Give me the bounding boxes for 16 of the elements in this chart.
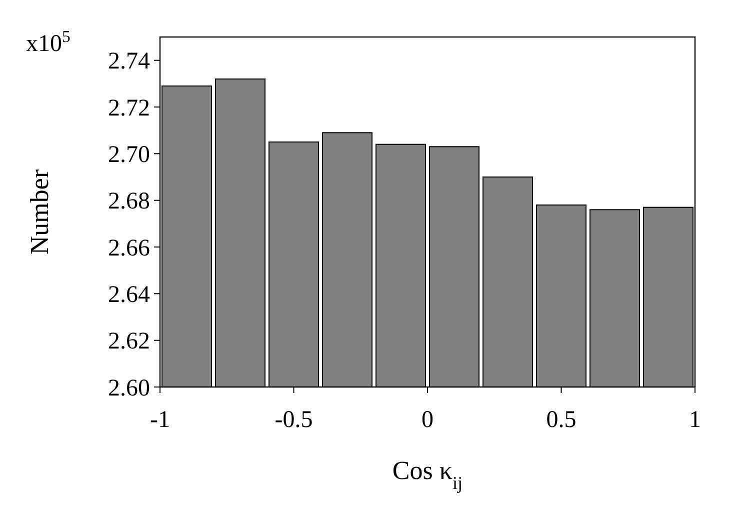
y-tick-label: 2.74 [108, 48, 150, 75]
y-tick-label: 2.64 [108, 282, 150, 308]
x-tick-label: 1 [689, 407, 701, 433]
x-tick-label: -1 [150, 407, 170, 433]
x-tick-label: -0.5 [274, 407, 313, 433]
x-axis-title: Cos κ$_{ij}$ [392, 456, 463, 493]
x-tick-label: 0 [422, 407, 434, 433]
y-tick-label: 2.62 [108, 328, 150, 355]
text: x10$^{5}$ [26, 26, 70, 57]
y-tick-label: 2.70 [108, 142, 150, 168]
x-tick-label: 0.5 [546, 407, 576, 433]
y-tick-label: 2.68 [108, 188, 150, 215]
y-tick-label: 2.66 [108, 235, 150, 262]
y-tick-label: 2.60 [108, 375, 150, 402]
y-axis-title: Number [25, 169, 54, 255]
y-tick-label: 2.72 [108, 95, 150, 122]
